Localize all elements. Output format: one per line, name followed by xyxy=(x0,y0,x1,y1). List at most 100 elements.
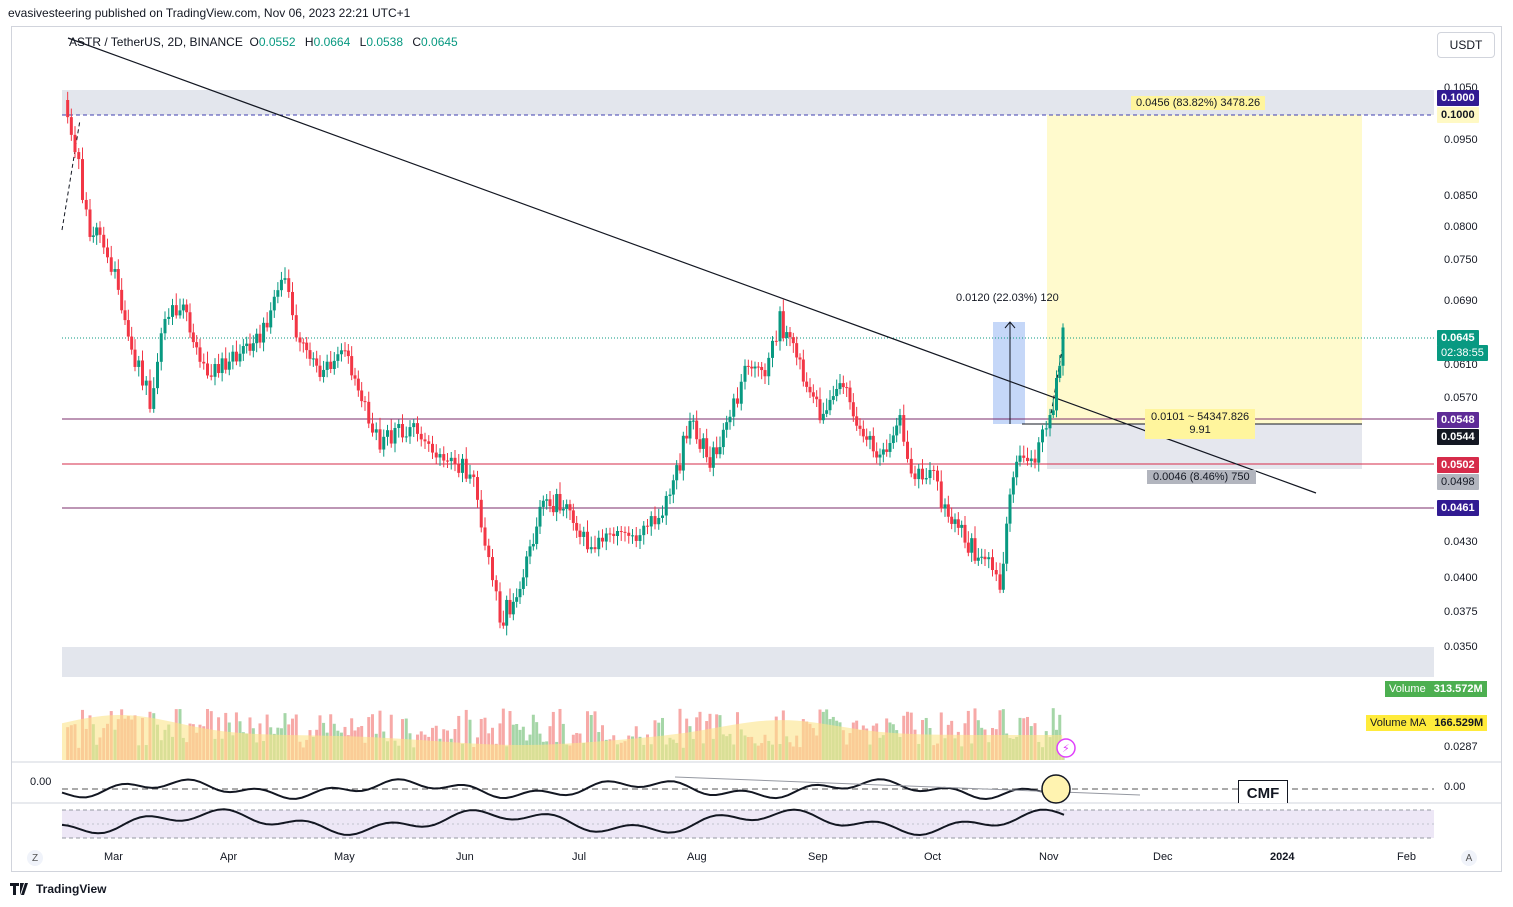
candle-body xyxy=(785,332,789,338)
candle-body xyxy=(909,458,913,474)
cmf-right-value: 0.00 xyxy=(1444,781,1466,793)
candle-body xyxy=(597,537,601,550)
footer-brand: TradingView xyxy=(10,882,106,896)
volume-bar xyxy=(508,711,512,760)
candle-body xyxy=(152,388,156,409)
candle-body xyxy=(483,527,487,546)
candle-body xyxy=(262,322,266,343)
candle-body xyxy=(272,296,276,311)
candle-body xyxy=(412,423,416,428)
currency-button[interactable]: USDT xyxy=(1437,32,1495,58)
candle-body xyxy=(681,435,685,471)
candle-body xyxy=(245,343,249,347)
volume-bar xyxy=(491,727,494,760)
candle-body xyxy=(865,436,869,440)
time-label: Dec xyxy=(1153,851,1173,863)
time-label: May xyxy=(334,851,355,863)
volume-ma-label: Volume MA 166.529M xyxy=(1366,715,1488,731)
alert-icon-glyph: ⚡ xyxy=(1062,742,1070,755)
candle-body xyxy=(224,358,228,370)
candle-body xyxy=(983,556,987,560)
legend-high: 0.0664 xyxy=(313,35,351,49)
candle-body xyxy=(671,480,675,495)
candle-body xyxy=(315,358,319,366)
candle-body xyxy=(438,454,442,458)
candle-body xyxy=(531,543,535,547)
volume-bar xyxy=(589,715,593,760)
candle-body xyxy=(77,152,81,160)
candle-body xyxy=(898,415,902,426)
candle-body xyxy=(301,342,305,344)
candle-body xyxy=(159,333,163,362)
candle-body xyxy=(322,369,326,377)
candle-body xyxy=(767,357,771,377)
volume-bar xyxy=(501,708,505,760)
volume-bar xyxy=(551,711,555,760)
time-label: Mar xyxy=(104,851,123,863)
legend-close: 0.0645 xyxy=(421,35,458,49)
candle-body xyxy=(791,337,795,344)
candle-body xyxy=(991,557,994,571)
volume-bar xyxy=(371,714,374,760)
candle-body xyxy=(311,358,315,360)
candle-body xyxy=(202,361,206,364)
candle-body xyxy=(966,542,970,553)
price-label-0498: 0.0498 xyxy=(1437,474,1479,490)
candle-body xyxy=(69,117,73,135)
candle-body xyxy=(760,366,764,371)
candle-body xyxy=(106,247,109,258)
candle-body xyxy=(279,279,283,291)
candle-body xyxy=(378,429,382,450)
volume-bar xyxy=(548,726,552,760)
candle-body xyxy=(116,269,120,290)
price-tick: 0.0570 xyxy=(1444,392,1478,404)
candle-body xyxy=(1008,494,1012,524)
candle-body xyxy=(612,533,616,537)
time-label: Oct xyxy=(924,851,942,863)
candle-body xyxy=(828,399,832,411)
volume-label-value: 313.572M xyxy=(1429,681,1487,697)
measure-arrow-head xyxy=(1004,321,1016,329)
candle-body xyxy=(508,599,512,615)
candle-body xyxy=(353,375,357,379)
candle-body xyxy=(821,413,825,421)
candle-body xyxy=(891,435,895,444)
candle-body xyxy=(928,469,932,479)
candle-body xyxy=(220,358,224,374)
candle-body xyxy=(442,454,446,461)
candle-body xyxy=(956,519,960,528)
candle-body xyxy=(953,519,957,524)
candle-body xyxy=(479,499,483,528)
volume-bar xyxy=(483,717,487,760)
auto-scale-button[interactable]: A xyxy=(1461,850,1477,866)
candle-body xyxy=(811,392,815,397)
legend-low: 0.0538 xyxy=(366,35,404,49)
candle-body xyxy=(845,387,849,389)
candle-body xyxy=(81,159,84,200)
zoom-reset-button[interactable]: Z xyxy=(27,850,43,866)
candle-body xyxy=(494,580,498,592)
candle-body xyxy=(363,401,367,403)
candle-body xyxy=(515,597,519,602)
volume-bar xyxy=(561,723,565,760)
price-tick: 0.0610 xyxy=(1444,359,1478,371)
candle-body xyxy=(963,524,967,543)
candle-body xyxy=(998,574,1002,590)
candle-body xyxy=(318,365,322,377)
range-measure xyxy=(993,322,1025,424)
candle-body xyxy=(555,494,559,513)
candle-body xyxy=(575,522,579,531)
candle-body xyxy=(855,416,859,426)
candle-body xyxy=(685,435,689,439)
volume-bar xyxy=(1001,709,1005,760)
candle-body xyxy=(66,100,70,118)
candle-body xyxy=(457,464,461,473)
candle-body xyxy=(623,531,627,533)
candle-body xyxy=(133,349,137,367)
volume-bar xyxy=(378,710,382,760)
downtrend-line xyxy=(67,37,1317,494)
volume-bar xyxy=(498,723,502,760)
price-tick: 0.0350 xyxy=(1444,641,1478,653)
candle-body xyxy=(431,443,434,453)
